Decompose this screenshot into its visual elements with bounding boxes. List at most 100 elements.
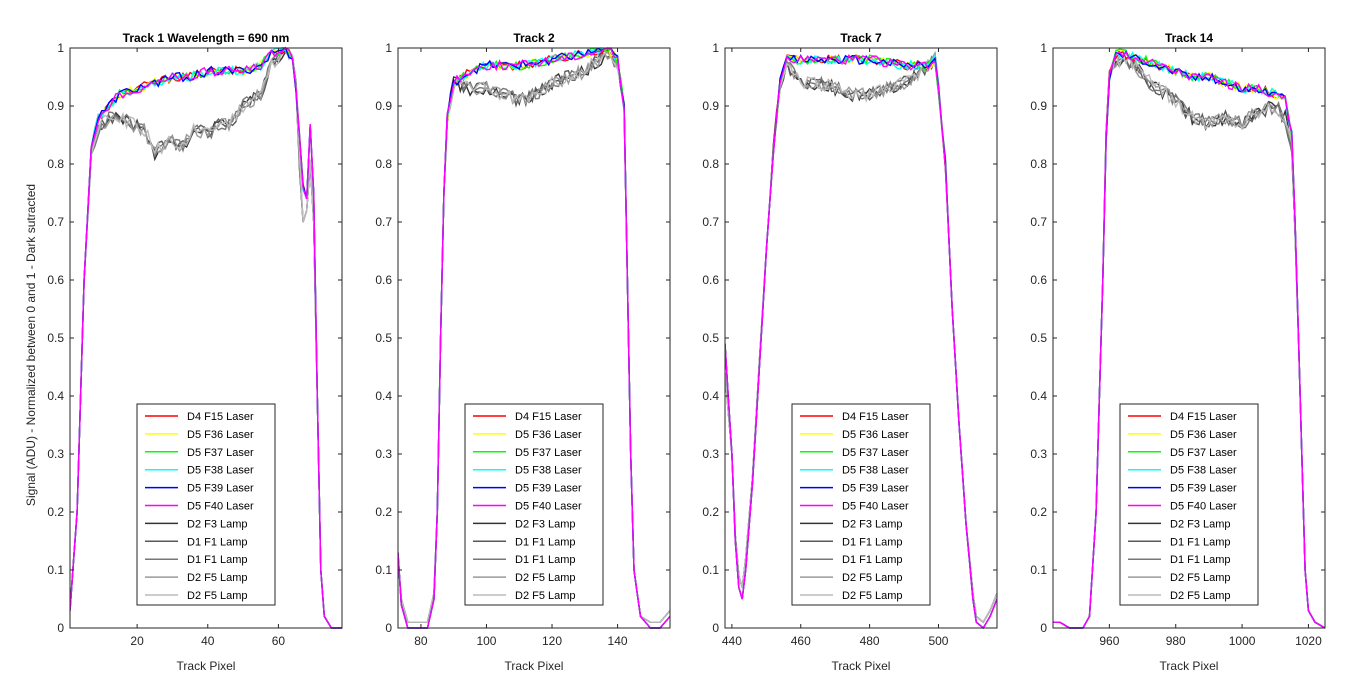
y-tick-label: 0.8	[1030, 157, 1047, 171]
y-tick-label: 0.5	[1030, 331, 1047, 345]
legend-label: D2 F5 Lamp	[515, 572, 576, 584]
y-tick-label: 0.1	[702, 563, 719, 577]
legend-label: D5 F40 Laser	[187, 501, 254, 513]
y-tick-label: 0.9	[375, 99, 392, 113]
legend-label: D2 F3 Lamp	[515, 518, 576, 530]
y-tick-label: 0.6	[47, 273, 64, 287]
y-tick-label: 0.2	[1030, 505, 1047, 519]
legend-label: D2 F5 Lamp	[842, 572, 903, 584]
series-line	[70, 47, 342, 629]
legend-label: D2 F3 Lamp	[842, 518, 903, 530]
y-tick-label: 0.6	[375, 273, 392, 287]
y-tick-label: 1	[57, 41, 64, 55]
x-tick-label: 1000	[1229, 634, 1256, 648]
y-tick-label: 0	[385, 621, 392, 635]
legend-label: D5 F37 Laser	[515, 447, 582, 459]
legend: D4 F15 Laser D5 F36 Laser D5 F37 Laser D5 F…	[1119, 403, 1259, 606]
y-tick-label: 0.7	[375, 215, 392, 229]
legend-label: D5 F39 Laser	[1170, 483, 1237, 495]
y-tick-label: 0.1	[375, 563, 392, 577]
legend-label: D2 F3 Lamp	[1170, 518, 1231, 530]
legend-label: D5 F36 Laser	[187, 429, 254, 441]
chart-title: Track 2	[513, 31, 555, 45]
x-tick-label: 120	[542, 634, 562, 648]
y-tick-label: 0.3	[47, 447, 64, 461]
x-tick-label: 20	[130, 634, 144, 648]
y-tick-label: 0.9	[1030, 99, 1047, 113]
legend-label: D1 F1 Lamp	[515, 554, 576, 566]
x-tick-label: 500	[928, 634, 948, 648]
series-line	[725, 54, 997, 630]
x-axis-label: Track Pixel	[505, 659, 564, 673]
y-tick-label: 0.8	[702, 157, 719, 171]
legend-label: D4 F15 Laser	[515, 411, 582, 423]
y-axis-label-text: Signal (ADU) - Normalized between 0 and …	[24, 184, 38, 506]
legend-label: D5 F37 Laser	[187, 447, 254, 459]
y-tick-label: 1	[712, 41, 719, 55]
legend-label: D5 F38 Laser	[1170, 465, 1237, 477]
legend-label: D5 F40 Laser	[1170, 501, 1237, 513]
y-tick-label: 0	[57, 621, 64, 635]
y-tick-label: 0.2	[702, 505, 719, 519]
legend-label: D4 F15 Laser	[187, 411, 254, 423]
chart-panel-1: 0 0.1 0.2 0.3 0.4 0.5 0.6 0.7 0.8 0.9 1 20 40 60 Track…	[47, 31, 343, 673]
legend: D4 F15 Laser D5 F36 Laser D5 F37 Laser D5 F…	[791, 403, 931, 606]
y-tick-label: 0.7	[47, 215, 64, 229]
legend-label: D5 F38 Laser	[187, 465, 254, 477]
legend-label: D4 F15 Laser	[842, 411, 909, 423]
chart-title: Track 14	[1165, 31, 1213, 45]
y-tick-label: 0.3	[375, 447, 392, 461]
x-tick-label: 1020	[1295, 634, 1322, 648]
legend-label: D1 F1 Lamp	[1170, 536, 1231, 548]
chart-title: Track 1 Wavelength = 690 nm	[123, 31, 290, 45]
y-tick-label: 0.5	[375, 331, 392, 345]
legend-label: D2 F5 Lamp	[1170, 590, 1231, 602]
legend-label: D1 F1 Lamp	[187, 536, 248, 548]
legend-label: D5 F39 Laser	[842, 483, 909, 495]
legend-label: D2 F5 Lamp	[842, 590, 903, 602]
legend-label: D5 F40 Laser	[515, 501, 582, 513]
y-tick-label: 1	[1040, 41, 1047, 55]
y-tick-label: 0.9	[702, 99, 719, 113]
series-line	[1053, 50, 1325, 629]
series-group	[70, 46, 342, 629]
series-line	[398, 47, 670, 629]
y-tick-label: 0.6	[702, 273, 719, 287]
legend-label: D5 F38 Laser	[515, 465, 582, 477]
y-tick-label: 0.5	[47, 331, 64, 345]
x-axis-label: Track Pixel	[177, 659, 236, 673]
legend-label: D2 F5 Lamp	[187, 590, 248, 602]
x-tick-label: 480	[860, 634, 880, 648]
legend-box	[791, 403, 931, 606]
legend-label: D5 F36 Laser	[842, 429, 909, 441]
legend-box	[464, 403, 604, 606]
legend-label: D5 F38 Laser	[842, 465, 909, 477]
legend-label: D5 F37 Laser	[1170, 447, 1237, 459]
x-tick-label: 960	[1099, 634, 1119, 648]
legend-label: D2 F5 Lamp	[515, 590, 576, 602]
legend-label: D5 F37 Laser	[842, 447, 909, 459]
y-tick-label: 0.9	[47, 99, 64, 113]
x-tick-label: 440	[722, 634, 742, 648]
x-axis-label: Track Pixel	[832, 659, 891, 673]
x-axis-label: Track Pixel	[1160, 659, 1219, 673]
legend-label: D1 F1 Lamp	[515, 536, 576, 548]
series-group	[398, 46, 670, 629]
legend-label: D1 F1 Lamp	[1170, 554, 1231, 566]
y-axis-label: Signal (ADU) - Normalized between 0 and …	[24, 184, 38, 506]
x-tick-label: 100	[476, 634, 496, 648]
y-tick-label: 0.1	[47, 563, 64, 577]
legend-box	[1119, 403, 1259, 606]
x-tick-label: 980	[1166, 634, 1186, 648]
y-tick-label: 0.2	[375, 505, 392, 519]
legend: D4 F15 Laser D5 F36 Laser D5 F37 Laser D5 F…	[464, 403, 604, 606]
x-tick-label: 140	[608, 634, 628, 648]
legend-label: D4 F15 Laser	[1170, 411, 1237, 423]
y-tick-label: 0	[1040, 621, 1047, 635]
y-tick-label: 0.7	[702, 215, 719, 229]
x-tick-label: 80	[414, 634, 428, 648]
y-tick-label: 0.2	[47, 505, 64, 519]
x-tick-label: 60	[272, 634, 286, 648]
legend-box	[136, 403, 276, 606]
